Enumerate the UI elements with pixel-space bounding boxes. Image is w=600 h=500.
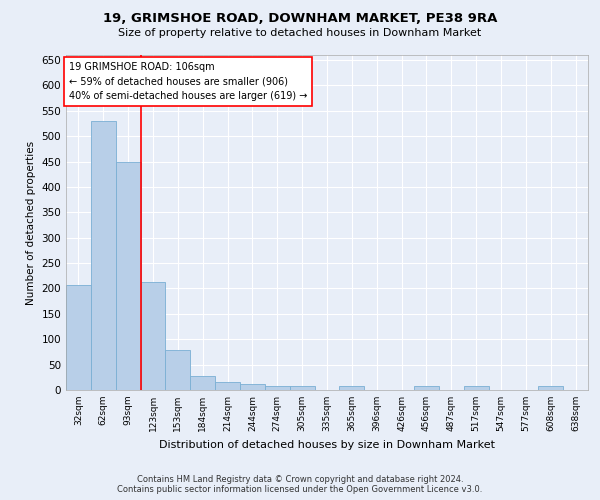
Bar: [215, 382, 240, 390]
Bar: [340, 386, 364, 390]
Text: Size of property relative to detached houses in Downham Market: Size of property relative to detached ho…: [118, 28, 482, 38]
Bar: [538, 386, 563, 390]
Y-axis label: Number of detached properties: Number of detached properties: [26, 140, 36, 304]
Bar: [166, 350, 190, 390]
Bar: [290, 386, 314, 390]
Bar: [190, 376, 215, 390]
X-axis label: Distribution of detached houses by size in Downham Market: Distribution of detached houses by size …: [159, 440, 495, 450]
Bar: [66, 285, 91, 390]
Bar: [240, 384, 265, 390]
Bar: [265, 386, 290, 390]
Text: 19, GRIMSHOE ROAD, DOWNHAM MARKET, PE38 9RA: 19, GRIMSHOE ROAD, DOWNHAM MARKET, PE38 …: [103, 12, 497, 26]
Bar: [91, 121, 116, 390]
Text: 19 GRIMSHOE ROAD: 106sqm
← 59% of detached houses are smaller (906)
40% of semi-: 19 GRIMSHOE ROAD: 106sqm ← 59% of detach…: [68, 62, 307, 102]
Bar: [464, 386, 488, 390]
Bar: [140, 282, 166, 390]
Bar: [116, 162, 140, 390]
Text: Contains HM Land Registry data © Crown copyright and database right 2024.
Contai: Contains HM Land Registry data © Crown c…: [118, 474, 482, 494]
Bar: [414, 386, 439, 390]
